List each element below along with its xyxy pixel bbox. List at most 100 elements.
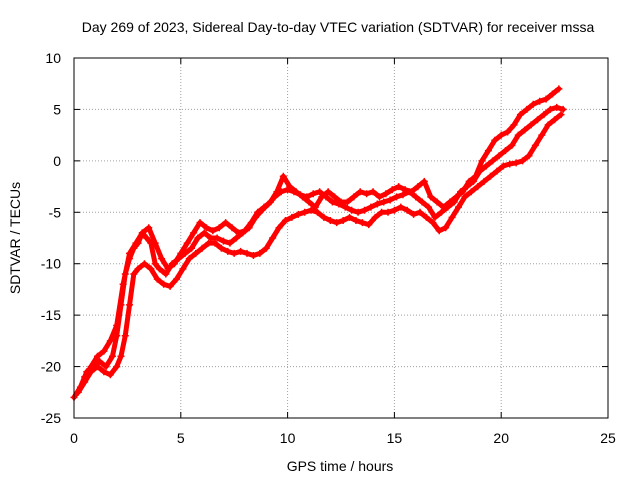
data-point	[478, 157, 486, 165]
data-point	[151, 239, 159, 247]
data-point	[309, 190, 317, 198]
data-point	[126, 249, 134, 257]
data-point	[382, 190, 390, 198]
data-point	[536, 97, 544, 105]
data-point	[173, 275, 181, 283]
data-point	[431, 213, 439, 221]
data-point	[540, 111, 548, 119]
data-point	[318, 193, 326, 201]
data-point	[482, 162, 490, 170]
data-point	[521, 126, 529, 134]
grid	[74, 58, 608, 418]
data-point	[448, 213, 456, 221]
data-point	[418, 198, 426, 206]
y-tick-label: 5	[53, 101, 61, 117]
y-tick-label: 0	[53, 153, 61, 169]
data-point	[427, 193, 435, 201]
data-point	[243, 249, 251, 257]
x-axis-label: GPS time / hours	[287, 458, 394, 474]
y-tick-label: -25	[41, 410, 61, 426]
data-point	[108, 352, 116, 360]
x-tick-label: 5	[177, 430, 185, 446]
data-point	[356, 188, 364, 196]
data-point	[211, 239, 219, 247]
data-point	[179, 265, 187, 273]
data-point	[130, 270, 138, 278]
x-tick-label: 15	[387, 430, 403, 446]
data-point	[433, 198, 441, 206]
data-point	[93, 352, 101, 360]
data-point	[106, 371, 114, 379]
data-point	[267, 198, 275, 206]
data-point	[360, 206, 368, 214]
chart-title: Day 269 of 2023, Sidereal Day-to-day VTE…	[82, 19, 595, 35]
series-track-lower	[74, 111, 565, 396]
data-point	[202, 224, 210, 232]
data-point	[546, 105, 554, 113]
data-point	[155, 265, 163, 273]
data-point	[386, 196, 394, 204]
data-point	[299, 193, 307, 201]
data-point	[378, 208, 386, 216]
data-point	[523, 105, 531, 113]
data-point	[501, 147, 509, 155]
data-point	[390, 206, 398, 214]
data-point	[134, 265, 142, 273]
data-point	[119, 280, 127, 288]
data-point	[352, 217, 360, 225]
data-point	[140, 260, 148, 268]
data-point	[467, 188, 475, 196]
data-point	[375, 193, 383, 201]
data-point	[395, 183, 403, 191]
data-point	[514, 131, 522, 139]
y-tick-label: -15	[41, 307, 61, 323]
data-point	[279, 172, 287, 180]
data-point	[262, 244, 270, 252]
data-point	[367, 203, 375, 211]
data-point	[414, 183, 422, 191]
data-point	[559, 105, 567, 113]
data-point	[452, 193, 460, 201]
data-point	[194, 234, 202, 242]
y-tick-label: 10	[45, 50, 61, 66]
data-point	[132, 239, 140, 247]
series-track-upper	[81, 85, 563, 381]
data-point	[350, 193, 358, 201]
data-point	[446, 198, 454, 206]
data-point	[281, 217, 289, 225]
data-point	[286, 183, 294, 191]
data-point	[158, 255, 166, 263]
data-point	[493, 167, 501, 175]
data-point	[442, 224, 450, 232]
data-point	[153, 275, 161, 283]
data-point	[74, 388, 82, 396]
y-tick-label: -20	[41, 359, 61, 375]
data-point	[305, 198, 313, 206]
data-point	[333, 219, 341, 227]
data-point	[403, 206, 411, 214]
data-point	[358, 219, 366, 227]
data-point	[207, 234, 215, 242]
data-point	[307, 206, 315, 214]
data-point	[459, 188, 467, 196]
data-point	[241, 227, 249, 235]
data-point	[117, 352, 125, 360]
data-point	[557, 111, 565, 119]
data-point	[121, 332, 129, 340]
data-point	[224, 247, 232, 255]
data-point	[480, 177, 488, 185]
data-point	[170, 260, 178, 268]
data-point	[328, 198, 336, 206]
data-point	[365, 221, 373, 229]
data-point	[454, 203, 462, 211]
data-point	[292, 188, 300, 196]
data-point	[504, 128, 512, 136]
data-points	[70, 85, 567, 401]
y-tick-label: -10	[41, 256, 61, 272]
data-point	[519, 157, 527, 165]
data-point	[183, 239, 191, 247]
data-point	[162, 270, 170, 278]
data-point	[324, 188, 332, 196]
data-point	[407, 188, 415, 196]
